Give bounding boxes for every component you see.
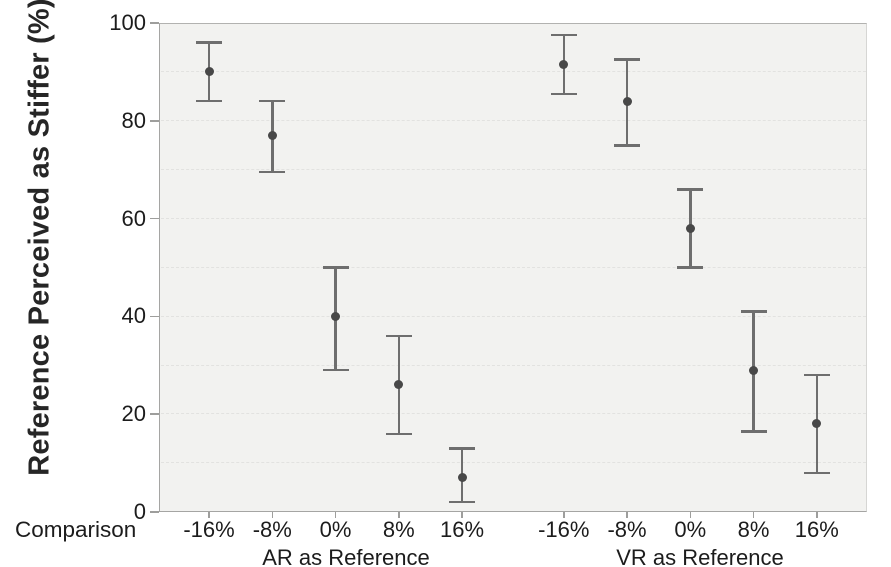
error-bar-cap-bottom: [196, 99, 222, 103]
data-point-marker: [204, 67, 214, 77]
error-bar-cap-bottom: [550, 92, 577, 96]
error-bar-cap-top: [259, 99, 286, 103]
y-tick-mark-0: [150, 511, 159, 513]
error-bar-cap-bottom: [803, 471, 830, 475]
data-point-marker: [457, 473, 467, 483]
error-bar-cap-top: [196, 41, 222, 44]
gridline-10: [161, 462, 866, 464]
x-tick-label-g0-0%: 0%: [319, 517, 352, 542]
x-tick-label-g1--16%: -16%: [538, 517, 590, 542]
gridline-60: [161, 217, 866, 219]
error-bar-cap-top: [322, 266, 349, 269]
x-tick-label-g1--8%: -8%: [607, 517, 647, 542]
error-bar-cap-bottom: [740, 430, 767, 433]
x-tick-mark-g0-16%: [461, 512, 463, 518]
error-bar-cap-top: [740, 310, 767, 313]
gridline-70: [161, 168, 866, 170]
gridline-90: [161, 71, 866, 73]
y-tick-label-80: 80: [121, 107, 146, 133]
y-tick-label-0: 0: [133, 499, 146, 524]
x-tick-mark-g0--16%: [208, 512, 210, 518]
y-tick-label-20: 20: [121, 401, 146, 427]
x-tick-mark-g1-16%: [816, 512, 818, 518]
error-bar-cap-top: [550, 33, 577, 37]
x-tick-mark-g1-0%: [689, 512, 691, 518]
group-label-vr-as-reference: VR as Reference: [616, 545, 784, 567]
x-tick-label-g1-8%: 8%: [737, 517, 770, 542]
error-bar-cap-bottom: [614, 144, 640, 147]
data-point-marker: [559, 60, 569, 70]
x-tick-mark-g1--16%: [563, 512, 565, 518]
error-bar-cap-top: [385, 334, 412, 338]
x-tick-label-g0--16%: -16%: [183, 517, 235, 542]
error-bar-cap-bottom: [385, 432, 412, 435]
x-axis-factor-label: Comparison: [15, 517, 137, 542]
error-bar-cap-bottom: [322, 368, 349, 372]
error-bar-cap-top: [677, 188, 704, 191]
data-point-marker: [812, 419, 822, 429]
error-bar-cap-bottom: [449, 500, 475, 504]
error-bar-cap-bottom: [259, 170, 286, 174]
x-tick-label-g0--8%: -8%: [252, 517, 292, 542]
y-tick-label-100: 100: [109, 10, 146, 35]
gridline-30: [161, 364, 866, 366]
data-point-marker: [394, 380, 404, 390]
y-tick-mark-40: [150, 315, 159, 318]
error-bar-cap-top: [803, 373, 830, 377]
error-bar-cap-bottom: [677, 266, 704, 269]
x-tick-label-g1-0%: 0%: [674, 517, 707, 542]
gridline-50: [161, 266, 866, 268]
x-tick-label-g0-8%: 8%: [382, 517, 415, 542]
gridline-40: [161, 315, 866, 317]
error-bar-cap-top: [449, 447, 475, 450]
gridline-80: [161, 120, 866, 122]
y-tick-label-60: 60: [121, 205, 146, 231]
y-tick-label-40: 40: [121, 303, 146, 329]
data-point-marker: [685, 223, 695, 233]
group-label-ar-as-reference: AR as Reference: [262, 545, 430, 567]
y-tick-mark-20: [150, 413, 159, 415]
data-point-marker: [622, 96, 632, 106]
x-tick-mark-g0--8%: [271, 512, 273, 518]
data-point-marker: [267, 130, 277, 140]
x-tick-label-g0-16%: 16%: [439, 517, 485, 542]
x-tick-mark-g1-8%: [752, 512, 755, 518]
error-bar-cap-top: [614, 58, 640, 61]
data-point-marker: [749, 365, 758, 375]
y-tick-mark-80: [150, 120, 159, 122]
data-point-marker: [331, 311, 340, 321]
y-tick-mark-100: [150, 22, 159, 24]
x-tick-mark-g0-0%: [334, 512, 337, 518]
gridline-20: [161, 413, 866, 415]
x-tick-mark-g0-8%: [398, 512, 400, 518]
y-tick-mark-60: [150, 217, 159, 220]
x-tick-mark-g1--8%: [626, 512, 628, 518]
x-tick-label-g1-16%: 16%: [794, 517, 839, 542]
